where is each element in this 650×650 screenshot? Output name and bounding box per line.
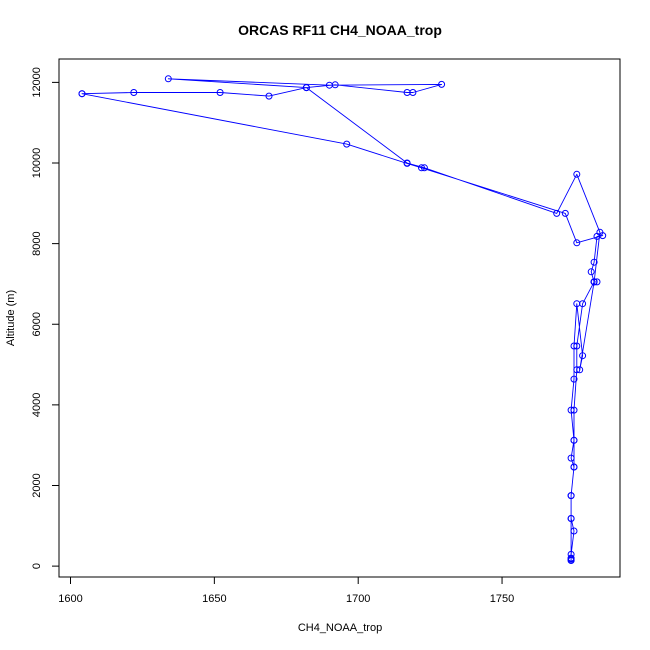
data-point [567,554,575,562]
data-point [265,92,273,100]
data-point [130,89,138,96]
data-point [420,164,428,172]
data-point [164,75,172,83]
data-point [403,159,411,167]
x-axis-label: CH4_NOAA_trop [298,622,382,634]
data-point [418,164,425,172]
data-point [573,170,581,178]
data-point [567,515,575,522]
data-point [438,80,446,88]
data-point [78,90,86,98]
data-point [570,342,578,350]
data-point [570,463,578,471]
data-point [593,278,601,286]
x-axis: 1600 1650 1700 1750 [58,576,514,605]
data-point [570,527,578,535]
data-point [570,375,578,383]
data-point [567,454,575,462]
y-tick-label: 12000 [31,67,43,98]
data-point [573,342,581,350]
y-tick-label: 6000 [31,312,43,336]
data-point [570,406,578,414]
y-tick-label: 0 [31,563,43,569]
data-point [561,209,569,217]
data-point [216,89,224,96]
data-point [567,492,575,500]
data-point [587,268,595,276]
data-point [409,89,417,96]
x-tick-label: 1750 [490,593,514,605]
data-point [573,366,581,374]
series-lines [81,78,604,561]
y-axis: 0 2000 4000 6000 8000 10000 12000 [31,67,60,569]
y-tick-label: 10000 [31,148,43,179]
data-point [576,366,584,374]
data-point [567,406,575,414]
data-point [567,557,575,564]
y-tick-label: 2000 [31,473,43,497]
x-tick-label: 1700 [346,593,370,605]
data-point [579,300,587,308]
data-point [553,209,561,217]
data-point [590,258,598,266]
series-line [81,78,604,561]
data-point [573,239,581,247]
data-point [343,140,351,148]
y-tick-label: 4000 [31,393,43,417]
chart-title: ORCAS RF11 CH4_NOAA_trop [238,22,442,38]
series-points [78,75,607,564]
data-point [579,352,587,360]
x-tick-label: 1600 [58,593,82,605]
data-point [590,278,598,286]
data-point [302,84,310,92]
plot-frame [58,58,621,578]
x-tick-label: 1650 [202,593,226,605]
data-point [325,81,333,89]
y-axis-label: Altitude (m) [5,290,17,346]
y-tick-label: 8000 [31,231,43,255]
data-point [570,436,578,444]
data-point [596,228,604,236]
